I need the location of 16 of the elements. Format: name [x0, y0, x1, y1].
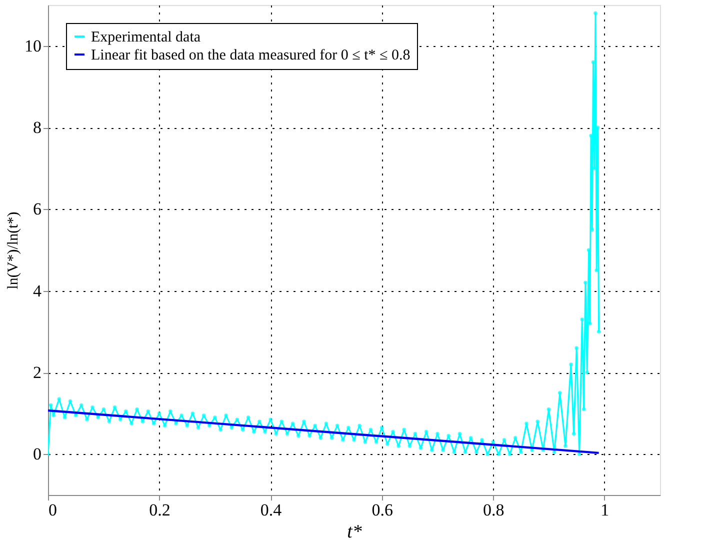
x-tick-label: 0.6: [372, 500, 393, 520]
x-tick-label: 0: [48, 500, 57, 520]
y-tick-label: 0: [33, 444, 42, 464]
x-tick-label: 0.2: [149, 500, 170, 520]
y-tick-label: 6: [33, 200, 42, 219]
y-tick-label: 4: [33, 281, 42, 300]
y-tick-label: 8: [33, 118, 42, 137]
y-tick-label: 2: [33, 363, 42, 382]
x-tick-label: 0.4: [260, 500, 282, 520]
x-tick-label: 1: [600, 500, 610, 520]
x-tick-label: 0.8: [482, 500, 504, 520]
x-axis-title: t*: [347, 522, 362, 542]
y-axis-title: ln(V*)/ln(t*): [6, 212, 22, 290]
y-tick-label: 10: [24, 36, 42, 56]
legend-label: Experimental data: [91, 30, 201, 46]
legend-label: Linear fit based on the data measured for 0 ≤ t* ≤ 0.8: [91, 48, 410, 64]
